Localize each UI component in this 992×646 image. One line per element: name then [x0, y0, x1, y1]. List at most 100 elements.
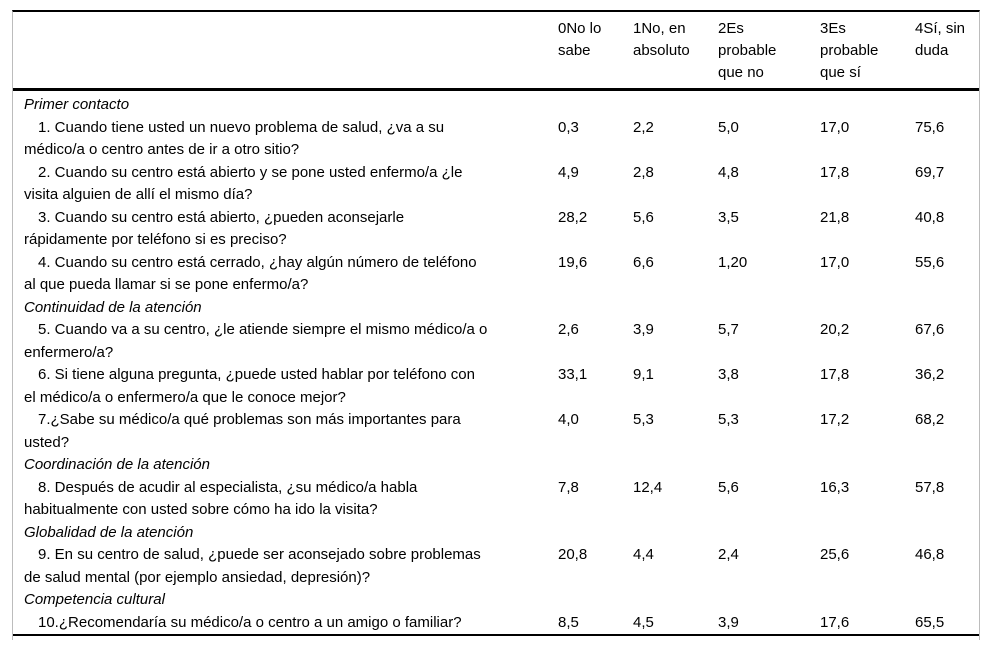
value-cell: 69,7	[915, 163, 945, 181]
value-cell: 17,8	[820, 163, 850, 181]
value-cell: 65,5	[915, 611, 979, 636]
column-header-si-sin-duda: 4Sí, sin duda	[915, 12, 979, 91]
value-cell: 3,9	[633, 321, 654, 338]
section-label: Competencia cultural	[24, 591, 165, 608]
value-cell: 28,2	[558, 208, 588, 226]
question-label: 2. Cuando su centro está abierto y se po…	[24, 163, 463, 204]
value-cell	[915, 90, 979, 117]
questionnaire-results-table: 0No lo sabe 1No, en absoluto 2Es probabl…	[12, 10, 980, 640]
value-cell: 5,3	[718, 411, 739, 428]
value-cell: 17,0	[820, 118, 850, 136]
value-cell: 7,8	[558, 478, 579, 496]
value-cell: 5,6	[633, 208, 654, 226]
question-label: 7.¿Sabe su médico/a qué problemas son má…	[24, 411, 461, 451]
value-cell: 46,8	[915, 546, 945, 563]
question-label: 9. En su centro de salud, ¿puede ser aco…	[24, 546, 481, 586]
value-cell: 20,8	[558, 546, 588, 563]
value-cell: 2,2	[633, 118, 654, 136]
question-label: 10.¿Recomendaría su médico/a o centro a …	[13, 611, 558, 636]
value-cell	[633, 522, 718, 545]
value-cell: 17,8	[820, 366, 850, 383]
value-cell: 9,1	[633, 366, 654, 383]
value-cell: 4,8	[718, 163, 739, 181]
section-label: Continuidad de la atención	[24, 298, 202, 316]
section-label: Primer contacto	[24, 96, 130, 113]
value-cell	[718, 297, 820, 320]
value-cell: 8,5	[558, 611, 633, 636]
value-cell	[820, 454, 915, 477]
value-cell: 5,3	[633, 411, 654, 428]
value-cell: 40,8	[915, 208, 945, 226]
question-row: 6. Si tiene alguna pregunta, ¿puede uste…	[13, 364, 979, 409]
value-cell: 5,6	[718, 478, 739, 496]
header-row: 0No lo sabe 1No, en absoluto 2Es probabl…	[13, 12, 979, 91]
value-cell	[915, 454, 979, 477]
value-cell: 5,7	[718, 321, 739, 338]
value-cell	[915, 297, 979, 320]
value-cell	[915, 589, 979, 612]
value-cell: 4,9	[558, 163, 579, 181]
question-label: 4. Cuando su centro está cerrado, ¿hay a…	[24, 253, 477, 294]
value-cell: 19,6	[558, 253, 588, 271]
value-cell	[558, 522, 633, 545]
value-cell: 4,4	[633, 546, 654, 563]
value-cell	[820, 589, 915, 612]
value-cell: 3,5	[718, 208, 739, 226]
value-cell	[633, 90, 718, 117]
value-cell: 4,0	[558, 411, 579, 428]
section-row: Continuidad de la atención	[13, 297, 979, 320]
question-row: 1. Cuando tiene usted un nuevo problema …	[13, 117, 979, 162]
value-cell: 1,20	[718, 253, 748, 271]
value-cell: 75,6	[915, 118, 945, 136]
value-cell: 68,2	[915, 411, 945, 428]
question-row: 8. Después de acudir al especialista, ¿s…	[13, 477, 979, 522]
question-row: 5. Cuando va a su centro, ¿le atiende si…	[13, 319, 979, 364]
value-cell: 17,6	[820, 611, 915, 636]
value-cell	[718, 589, 820, 612]
value-cell: 33,1	[558, 366, 588, 383]
value-cell: 57,8	[915, 478, 945, 496]
question-row: 2. Cuando su centro está abierto y se po…	[13, 162, 979, 207]
question-row: 9. En su centro de salud, ¿puede ser aco…	[13, 544, 979, 589]
section-label: Coordinación de la atención	[24, 456, 210, 473]
value-cell	[558, 90, 633, 117]
value-cell	[718, 90, 820, 117]
question-row: 10.¿Recomendaría su médico/a o centro a …	[13, 611, 979, 636]
value-cell	[820, 90, 915, 117]
value-cell: 36,2	[915, 366, 945, 383]
value-cell: 5,0	[718, 118, 739, 136]
question-label: 1. Cuando tiene usted un nuevo problema …	[24, 118, 445, 159]
value-cell: 20,2	[820, 321, 850, 338]
section-label: Globalidad de la atención	[24, 523, 194, 541]
value-cell: 3,9	[718, 611, 820, 636]
value-cell	[820, 522, 915, 545]
value-cell	[820, 297, 915, 320]
question-label: 5. Cuando va a su centro, ¿le atiende si…	[24, 321, 488, 361]
column-header-es-probable-que-no: 2Es probable que no	[718, 12, 820, 91]
value-cell: 4,5	[633, 611, 718, 636]
question-row: 3. Cuando su centro está abierto, ¿puede…	[13, 207, 979, 252]
value-cell: 2,4	[718, 546, 739, 563]
value-cell: 67,6	[915, 321, 945, 338]
value-cell	[718, 454, 820, 477]
column-header-no-en-absoluto: 1No, en absoluto	[633, 12, 718, 91]
value-cell	[633, 589, 718, 612]
value-cell	[915, 522, 979, 545]
value-cell	[558, 589, 633, 612]
question-row: 7.¿Sabe su médico/a qué problemas son má…	[13, 409, 979, 454]
value-cell: 2,6	[558, 321, 579, 338]
value-cell	[633, 297, 718, 320]
section-row: Competencia cultural	[13, 589, 979, 612]
value-cell: 17,0	[820, 253, 850, 271]
column-header-es-probable-que-si: 3Es probable que sí	[820, 12, 915, 91]
value-cell: 25,6	[820, 546, 850, 563]
value-cell	[633, 454, 718, 477]
table: 0No lo sabe 1No, en absoluto 2Es probabl…	[13, 12, 979, 636]
question-label: 6. Si tiene alguna pregunta, ¿puede uste…	[24, 366, 475, 406]
value-cell: 6,6	[633, 253, 654, 271]
column-header-no-lo-sabe: 0No lo sabe	[558, 12, 633, 91]
question-row: 4. Cuando su centro está cerrado, ¿hay a…	[13, 252, 979, 297]
value-cell: 17,2	[820, 411, 850, 428]
section-row: Globalidad de la atención	[13, 522, 979, 545]
